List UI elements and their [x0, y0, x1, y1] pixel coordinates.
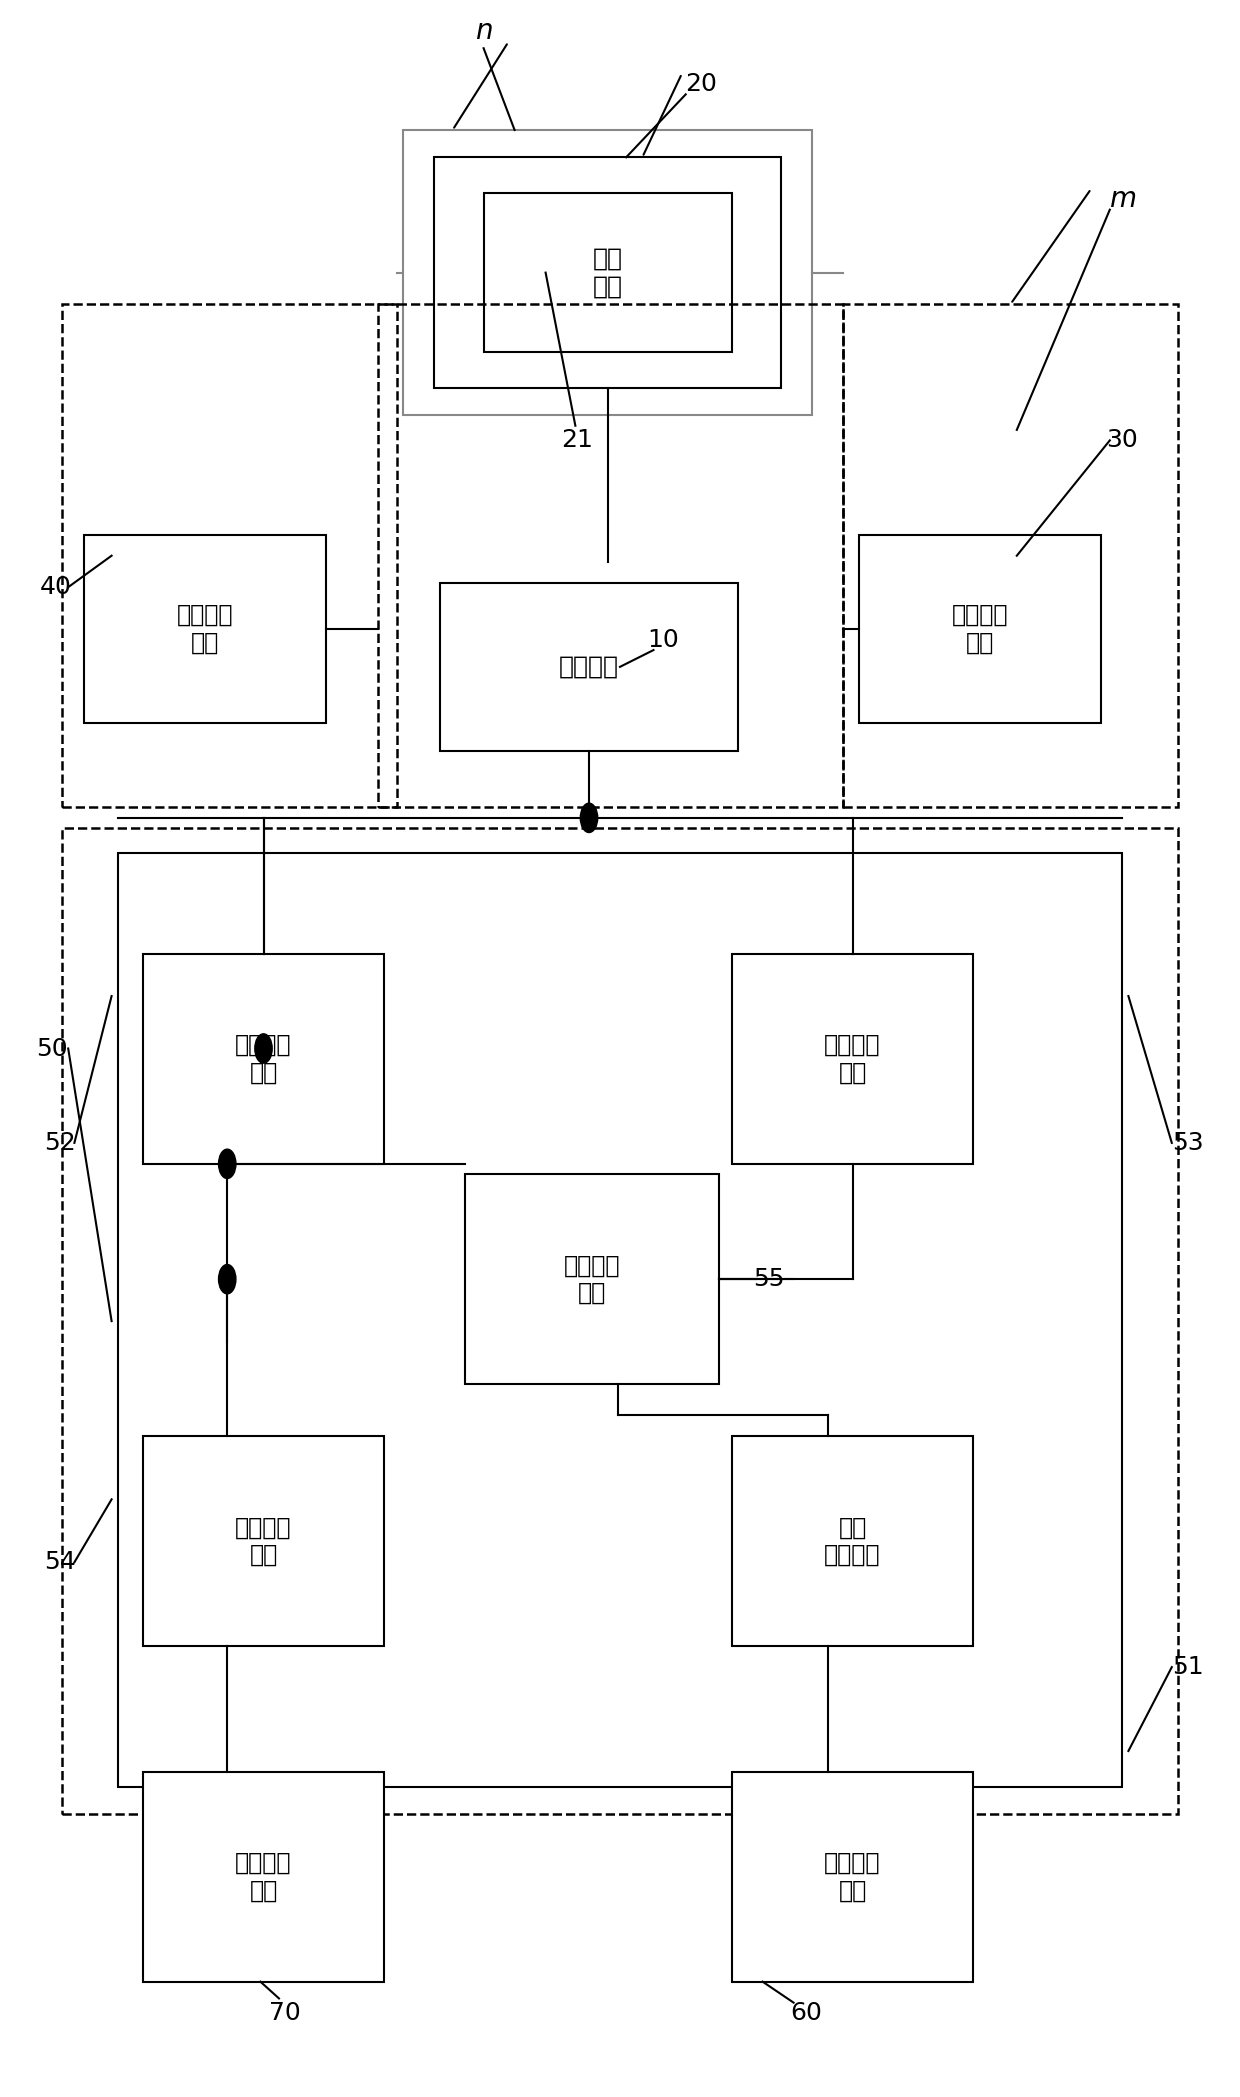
FancyBboxPatch shape	[143, 1772, 384, 1982]
Text: 21: 21	[560, 428, 593, 453]
Text: 54: 54	[43, 1550, 76, 1575]
Text: 30: 30	[1106, 428, 1138, 453]
Bar	[62, 828, 1178, 1814]
Bar	[843, 304, 1178, 807]
Circle shape	[255, 1034, 273, 1063]
Text: 信号耦合
模块: 信号耦合 模块	[177, 604, 233, 654]
Text: 信号解析
模块: 信号解析 模块	[952, 604, 1008, 654]
Bar	[434, 157, 781, 388]
Text: 20: 20	[684, 71, 717, 96]
Text: 外界通信
设备: 外界通信 设备	[825, 1852, 880, 1902]
Circle shape	[218, 1149, 236, 1179]
Text: 70: 70	[269, 2001, 301, 2026]
FancyBboxPatch shape	[732, 1436, 973, 1646]
Text: 51: 51	[1172, 1655, 1204, 1680]
Bar	[403, 130, 812, 415]
Text: 信号解析
单元: 信号解析 单元	[236, 1034, 291, 1084]
Text: 信号处理
单元: 信号处理 单元	[564, 1254, 620, 1304]
Text: 外界电源
设备: 外界电源 设备	[236, 1852, 291, 1902]
Bar	[62, 304, 397, 807]
Text: m: m	[1109, 185, 1136, 214]
Text: 53: 53	[1172, 1130, 1204, 1155]
Text: 10: 10	[647, 627, 680, 652]
Text: 60: 60	[790, 2001, 822, 2026]
Text: 55: 55	[753, 1267, 785, 1292]
Bar	[378, 304, 843, 807]
FancyBboxPatch shape	[118, 853, 1122, 1787]
Text: 辅助电源
接口: 辅助电源 接口	[236, 1516, 291, 1566]
FancyBboxPatch shape	[732, 1772, 973, 1982]
FancyBboxPatch shape	[440, 583, 738, 751]
Text: 50: 50	[36, 1036, 68, 1061]
Text: 通信
单元: 通信 单元	[593, 247, 622, 298]
Bar	[484, 193, 732, 352]
Circle shape	[580, 803, 598, 833]
Text: 52: 52	[43, 1130, 76, 1155]
FancyBboxPatch shape	[143, 954, 384, 1164]
Text: n: n	[475, 17, 492, 46]
FancyBboxPatch shape	[465, 1174, 719, 1384]
Text: 信号生成
单元: 信号生成 单元	[825, 1034, 880, 1084]
Text: 电源接口: 电源接口	[559, 654, 619, 679]
FancyBboxPatch shape	[732, 954, 973, 1164]
Circle shape	[218, 1264, 236, 1294]
FancyBboxPatch shape	[143, 1436, 384, 1646]
Text: 辅助
通信接口: 辅助 通信接口	[825, 1516, 880, 1566]
FancyBboxPatch shape	[859, 535, 1101, 723]
Text: 40: 40	[40, 575, 72, 600]
FancyBboxPatch shape	[84, 535, 326, 723]
